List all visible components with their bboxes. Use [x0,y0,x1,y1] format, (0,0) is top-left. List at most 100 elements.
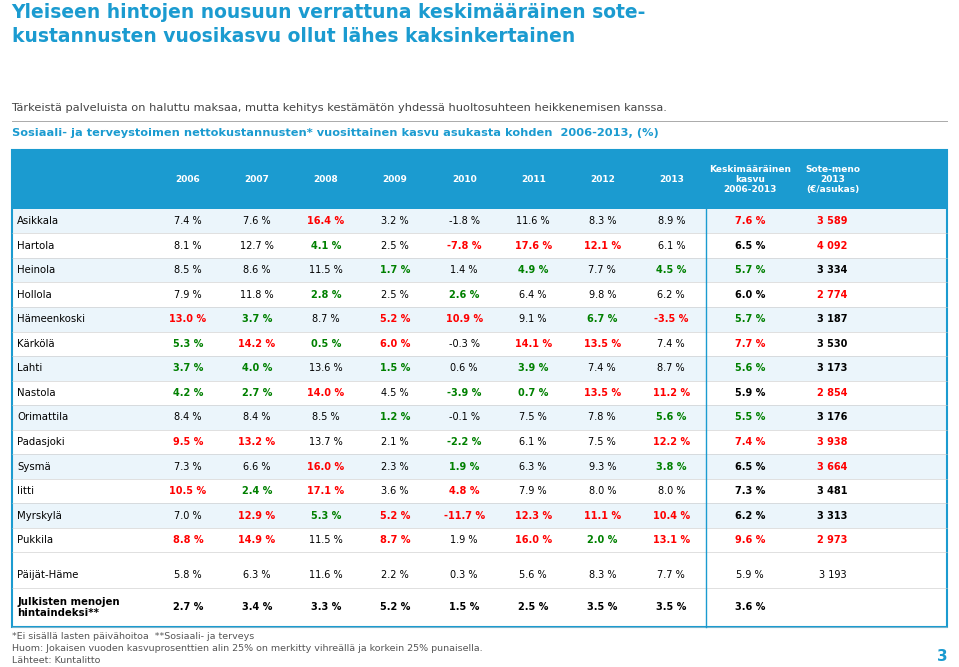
Bar [12,233,947,258]
Text: 5.6 %: 5.6 % [735,364,765,374]
Text: Huom: Jokaisen vuoden kasvuprosenttien alin 25% on merkitty vihreällä ja korkein: Huom: Jokaisen vuoden kasvuprosenttien a… [12,644,482,653]
Text: 6.1 %: 6.1 % [658,241,685,251]
Text: 2.0 %: 2.0 % [587,535,618,545]
Text: 3.4 %: 3.4 % [242,602,272,612]
Text: 7.9 %: 7.9 % [520,486,547,496]
Bar [12,528,947,552]
Bar [12,282,947,307]
Text: Nastola: Nastola [17,388,56,398]
Text: 3 173: 3 173 [817,364,848,374]
Text: 1.4 %: 1.4 % [451,265,478,275]
Text: 3 589: 3 589 [817,216,848,226]
Text: 3.7 %: 3.7 % [242,314,272,324]
Text: 11.5 %: 11.5 % [309,265,343,275]
Text: Päijät-Häme: Päijät-Häme [17,570,79,580]
Text: 3 530: 3 530 [817,339,848,349]
Bar [12,381,947,405]
Text: 7.3 %: 7.3 % [735,486,765,496]
Text: 2.5 %: 2.5 % [382,289,409,299]
Text: 12.1 %: 12.1 % [584,241,620,251]
Text: 11.6 %: 11.6 % [309,570,343,580]
Text: 3 176: 3 176 [817,412,848,422]
Text: 3 938: 3 938 [817,437,848,447]
Text: 13.5 %: 13.5 % [584,388,620,398]
Text: 2010: 2010 [452,175,477,184]
Text: 4.1 %: 4.1 % [311,241,341,251]
Text: 11.6 %: 11.6 % [516,216,550,226]
Text: Asikkala: Asikkala [17,216,59,226]
Text: Hartola: Hartola [17,241,55,251]
Text: 5.7 %: 5.7 % [735,265,765,275]
Text: 16.0 %: 16.0 % [308,462,344,472]
Text: 8.7 %: 8.7 % [658,364,685,374]
Text: 0.7 %: 0.7 % [518,388,549,398]
Text: 2007: 2007 [245,175,269,184]
Text: 3.2 %: 3.2 % [382,216,409,226]
Text: 2.7 %: 2.7 % [242,388,272,398]
Text: 2.2 %: 2.2 % [382,570,409,580]
Text: 7.8 %: 7.8 % [589,412,616,422]
Bar [12,331,947,356]
Text: 10.5 %: 10.5 % [170,486,206,496]
Text: 2.5 %: 2.5 % [382,241,409,251]
Text: 2.5 %: 2.5 % [518,602,549,612]
Text: 5.6 %: 5.6 % [520,570,547,580]
Bar [12,356,947,381]
Bar [12,430,947,454]
Text: 14.0 %: 14.0 % [308,388,344,398]
Text: 5.2 %: 5.2 % [380,314,410,324]
Text: 12.2 %: 12.2 % [653,437,690,447]
Text: -7.8 %: -7.8 % [447,241,481,251]
Bar [12,150,947,209]
Text: 2 973: 2 973 [817,535,848,545]
Text: Iitti: Iitti [17,486,35,496]
Text: 2.4 %: 2.4 % [242,486,272,496]
Text: 3 334: 3 334 [817,265,848,275]
Text: 6.2 %: 6.2 % [658,289,685,299]
Text: 4.5 %: 4.5 % [382,388,409,398]
Text: 7.7 %: 7.7 % [589,265,616,275]
Text: 8.3 %: 8.3 % [589,570,616,580]
Text: 6.5 %: 6.5 % [735,462,765,472]
Text: 11.1 %: 11.1 % [584,511,620,521]
Text: 1.9 %: 1.9 % [449,462,480,472]
Text: 3.6 %: 3.6 % [735,602,765,612]
Text: 8.3 %: 8.3 % [589,216,616,226]
Text: *Ei sisällä lasten päivähoitoa  **Sosiaali- ja terveys: *Ei sisällä lasten päivähoitoa **Sosiaal… [12,632,254,641]
Bar [12,258,947,282]
Text: 3.7 %: 3.7 % [173,364,203,374]
Text: 3 313: 3 313 [817,511,848,521]
Text: 6.6 %: 6.6 % [244,462,270,472]
Text: Keskimääräinen
kasvu
2006-2013: Keskimääräinen kasvu 2006-2013 [709,165,791,194]
Text: -1.8 %: -1.8 % [449,216,480,226]
Text: 3 481: 3 481 [817,486,848,496]
Text: 8.4 %: 8.4 % [175,412,201,422]
Text: -11.7 %: -11.7 % [444,511,484,521]
Text: 14.9 %: 14.9 % [239,535,275,545]
Text: 3.5 %: 3.5 % [656,602,687,612]
Text: 7.3 %: 7.3 % [175,462,201,472]
Text: 5.3 %: 5.3 % [173,339,203,349]
Text: 8.6 %: 8.6 % [244,265,270,275]
Text: 12.3 %: 12.3 % [515,511,551,521]
Text: 0.3 %: 0.3 % [451,570,478,580]
Text: 7.4 %: 7.4 % [175,216,201,226]
Text: 3 187: 3 187 [817,314,848,324]
Text: 2.1 %: 2.1 % [382,437,409,447]
Text: Orimattila: Orimattila [17,412,68,422]
Text: 7.7 %: 7.7 % [735,339,765,349]
Text: 3: 3 [937,649,947,664]
Text: -2.2 %: -2.2 % [447,437,481,447]
Text: 4.0 %: 4.0 % [242,364,272,374]
Text: 2.8 %: 2.8 % [311,289,341,299]
Text: 11.8 %: 11.8 % [240,289,274,299]
Text: 5.3 %: 5.3 % [311,511,341,521]
Bar [12,405,947,430]
Text: 7.9 %: 7.9 % [175,289,201,299]
Text: 7.6 %: 7.6 % [735,216,765,226]
Text: 2.3 %: 2.3 % [382,462,409,472]
Bar [12,150,947,627]
Text: 3.5 %: 3.5 % [587,602,618,612]
Bar [12,563,947,588]
Text: 16.4 %: 16.4 % [308,216,344,226]
